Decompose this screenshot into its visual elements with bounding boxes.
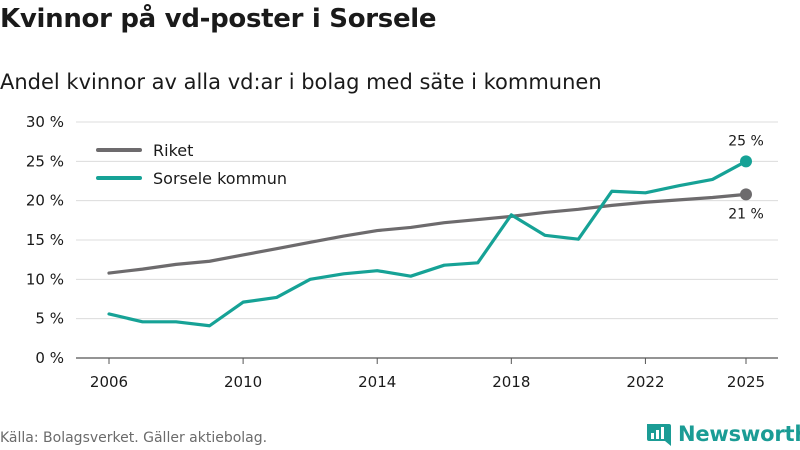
y-tick-label: 5 % (35, 310, 64, 328)
x-tick-label: 2025 (727, 373, 765, 391)
x-tick-label: 2022 (626, 373, 664, 391)
chart-title: Kvinnor på vd-poster i Sorsele (0, 4, 437, 34)
x-tick-label: 2006 (90, 373, 128, 391)
end-point-riket (740, 188, 752, 201)
series-line-sorsele (107, 159, 748, 328)
legend-label-riket: Riket (153, 141, 193, 160)
y-tick-label: 20 % (26, 192, 64, 210)
y-tick-label: 15 % (26, 231, 64, 249)
x-tick-label: 2014 (358, 373, 396, 391)
source-note: Källa: Bolagsverket. Gäller aktiebolag. (0, 430, 268, 446)
y-tick-label: 25 % (26, 152, 64, 170)
end-label-sorsele: 25 % (728, 133, 764, 149)
brand-name: Newsworthy (678, 422, 800, 446)
series-line-riket (107, 192, 748, 275)
chart-subtitle: Andel kvinnor av alla vd:ar i bolag med … (0, 70, 602, 94)
y-tick-label: 10 % (26, 270, 64, 288)
y-tick-label: 0 % (35, 349, 64, 367)
end-label-riket: 21 % (728, 206, 764, 222)
end-point-sorsele (740, 155, 752, 168)
legend-label-sorsele: Sorsele kommun (153, 169, 287, 188)
brand-logo: Newsworthy (644, 420, 800, 448)
x-tick-label: 2010 (224, 373, 262, 391)
x-tick-label: 2018 (492, 373, 530, 391)
newsworthy-logo-icon (647, 424, 671, 446)
y-tick-label: 30 % (26, 113, 64, 131)
